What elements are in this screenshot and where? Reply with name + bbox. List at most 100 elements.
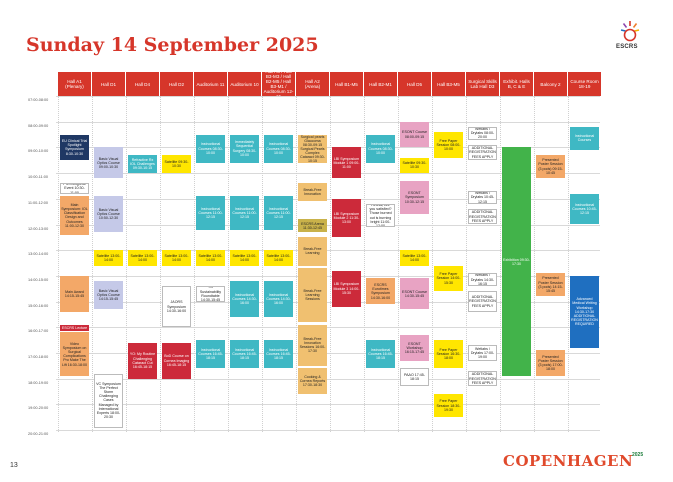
schedule-event[interactable]: Break-Free Learning Sessions [298, 268, 327, 323]
schedule-event[interactable]: ESCRS Lecture [60, 324, 89, 331]
schedule-event[interactable]: Instructional Courses 11:00-12:15 [196, 196, 225, 230]
schedule-event[interactable]: PAAO 17:45-18:15 [400, 368, 429, 387]
time-gridline [56, 378, 600, 380]
schedule-event[interactable]: Satellite 13:00-14:00 [400, 250, 429, 266]
schedule-event[interactable]: Instructional Courses 10:45-12:15 [570, 193, 599, 225]
schedule-event[interactable]: Satellite 13:00-14:00 [230, 250, 259, 266]
schedule-event[interactable]: ESCRS Arena 11:30-12:45 [298, 219, 327, 233]
time-gridline [56, 198, 600, 200]
column-header-b3m5: Hall B3-M5 [432, 72, 465, 96]
schedule-event[interactable]: ADDITIONAL REGISTRATION FEES APPLY [468, 370, 497, 387]
column-header-a3: Hall A3 / Hall B3-M3 / Hall B2-M5 / Hall… [262, 69, 295, 99]
schedule-event[interactable]: Video Symposium on Surgical Complication… [60, 332, 89, 377]
time-label: 20:00-21:00 [28, 432, 49, 437]
schedule-event[interactable]: YO Sustainability Roundtable 14:30-15:45 [196, 286, 225, 302]
schedule-event[interactable]: LBI Symposium Module 2 11:30-13:00 [332, 198, 361, 238]
schedule-event[interactable]: Satellite 13:00-14:00 [94, 250, 123, 266]
schedule-event[interactable]: Main Award 14:15-15:45 [60, 275, 89, 312]
schedule-event[interactable]: Free Paper Session 08:00-10:00 [434, 131, 463, 158]
schedule-event[interactable]: Free Paper Session 16:30-18:00 [434, 340, 463, 369]
schedule-event[interactable]: Basic Visual Optics Course 10:50-12:30 [94, 196, 123, 233]
schedule-event[interactable]: Instructional Courses 11:00-12:15 [230, 196, 259, 230]
schedule-event[interactable]: Pre-Congress Event 10:30-11:00 [60, 183, 89, 194]
column-divider [431, 96, 433, 432]
schedule-event[interactable]: Free Paper Session 14:00-15:30 [434, 265, 463, 292]
schedule-event[interactable]: LBI Symposium Module 1 09:00-11:00 [332, 147, 361, 179]
column-divider [567, 96, 569, 432]
time-gridline [56, 96, 600, 97]
column-header-d1: Hall D1 [92, 72, 125, 96]
schedule-event[interactable]: ESCRS Eurotimes Symposium 14:30-16:00 [366, 278, 395, 305]
schedule-event[interactable]: Main Symposium: IOL Classification Desig… [60, 196, 89, 235]
schedule-event[interactable]: Wetlabs / Drylabs 17:00-19:00 [468, 345, 497, 361]
schedule-event[interactable]: ESONT Symposium 10:30-12:15 [400, 180, 429, 215]
schedule-event[interactable]: Presented Poster Session (3 pods) 17:00-… [536, 350, 565, 377]
time-label: 14:00-15:00 [28, 277, 49, 282]
column-header-skills: Surgical Skills Lab Hall D3 [466, 72, 499, 96]
schedule-event[interactable]: LBI Symposium Module 3 14:00-15:30 [332, 270, 361, 307]
schedule-event[interactable]: BoD Course on Cornea Imaging 16:45-18:15 [162, 342, 191, 379]
schedule-event[interactable]: Satellite 13:00-14:00 [264, 250, 293, 266]
time-label: 16:00-17:00 [28, 329, 49, 334]
schedule-event[interactable]: Instructional Courses 14:30-16:00 [264, 281, 293, 317]
schedule-grid: Hall A1 (Plenary) Hall D1 Hall D4 Hall D2 Au… [28, 69, 601, 436]
schedule-event[interactable]: EU Clinical Trial Spotlight Symposium 8:… [60, 134, 89, 161]
schedule-event[interactable]: Refractive Rx IOL Challenges 09:30-10:15 [128, 155, 157, 174]
schedule-event[interactable]: Surgical Pearls Complex Cataract 09:30-1… [298, 147, 327, 163]
column-divider [125, 96, 127, 432]
schedule-event[interactable]: ESONT Workshop 16:15-17:45 [400, 335, 429, 361]
schedule-event[interactable]: Instructional Courses 08:30-10:00 [196, 134, 225, 163]
page-number: 13 [10, 462, 18, 469]
schedule-event[interactable]: Instructional Courses 16:45-18:15 [264, 340, 293, 369]
logo-text: ESCRS [616, 44, 638, 50]
schedule-event[interactable]: Instructional Courses 16:45-18:15 [196, 340, 225, 369]
schedule-event[interactable]: Wetlabs / Drylabs 14:30-16:15 [468, 273, 497, 287]
schedule-event[interactable]: JAORS Symposium 14:30-16:00 [162, 286, 191, 328]
schedule-event[interactable]: Surgical pearls Glaucoma 08:30-09:15 [298, 134, 327, 148]
schedule-event[interactable]: YO: My Routine Challenging Cataract Cut … [128, 342, 157, 379]
schedule-event[interactable]: Satellite 09:30-10:30 [162, 155, 191, 174]
schedule-event[interactable]: Break-Free Innovation Sessions 16:00-17:… [298, 324, 327, 366]
schedule-event[interactable]: ESONT Course 08:00-09:15 [400, 121, 429, 148]
schedule-event[interactable]: Presented Poster Session (3 pods) 14:15-… [536, 273, 565, 297]
schedule-event[interactable]: ADDITIONAL REGISTRATION FEES APPLY [468, 144, 497, 161]
schedule-event[interactable]: ESONT Course 14:30-15:45 [400, 278, 429, 310]
schedule-event[interactable]: Exhibition 09:30-17:30 [502, 147, 531, 377]
schedule-event[interactable]: Satellite 09:30-10:30 [400, 157, 429, 174]
schedule-event[interactable]: Instructional Courses 14:30-16:00 [230, 281, 259, 317]
time-gridline [56, 250, 600, 252]
schedule-event[interactable]: Wetlabs / Drylabs 08:00-20:00 [468, 126, 497, 140]
schedule-event[interactable]: Instructional Courses 11:00-12:15 [264, 196, 293, 230]
schedule-event[interactable]: Instructional Courses 16:45-18:15 [230, 340, 259, 369]
schedule-event[interactable]: Satellite 13:00-14:00 [128, 250, 157, 266]
schedule-event[interactable]: Break-Free Learning [298, 237, 327, 266]
column-divider [363, 96, 365, 432]
time-label: 15:00-16:00 [28, 303, 49, 308]
schedule-event[interactable]: Wetlabs / Drylabs 10:45-12:15 [468, 191, 497, 204]
column-divider [91, 96, 93, 432]
schedule-event[interactable]: Advanced Medical Writing Workshop 14:30-… [570, 275, 599, 348]
schedule-event[interactable]: Free Paper Session 18:30-19:30 [434, 394, 463, 418]
schedule-event[interactable]: Presented Poster Session (3 pods) 09:15-… [536, 155, 565, 179]
column-divider [295, 96, 297, 432]
schedule-event[interactable]: Break-Free Innovation [298, 183, 327, 202]
schedule-event[interactable]: Satellite 13:00-14:00 [196, 250, 225, 266]
schedule-event[interactable]: Instructional Courses 08:30-10:00 [366, 134, 395, 163]
schedule-event[interactable]: Instructional Courses 08:30-10:00 [264, 134, 293, 163]
schedule-event[interactable]: Immediately Sequential Surgery 08:30-10:… [230, 134, 259, 163]
schedule-event[interactable]: Retinal, Are you satisfied? Those burned… [366, 203, 395, 228]
schedule-event[interactable]: Instructional Courses [570, 126, 599, 150]
column-header-exhibit: Exhibit. Halls B, C & E [500, 72, 533, 96]
schedule-event[interactable]: Basic Visual Optics Course 09:00-10:30 [94, 147, 123, 179]
schedule-event[interactable]: Instructional Courses 16:45-18:15 [366, 340, 395, 369]
schedule-event[interactable]: Cooking & Cornea Reports 17:30-18:30 [298, 368, 327, 395]
time-label: 13:00-14:00 [28, 252, 49, 257]
schedule-event[interactable]: Satellite 13:00-14:00 [162, 250, 191, 266]
schedule-event[interactable]: VC Symposium The Perfect Storm Challengi… [94, 373, 123, 428]
time-gridline [56, 327, 600, 329]
column-divider [329, 96, 331, 432]
copenhagen-brand: COPENHAGEN [503, 452, 634, 470]
schedule-event[interactable]: Basic Visual Optics Course 14:15-15:45 [94, 281, 123, 310]
schedule-event[interactable]: ADDITIONAL REGISTRATION FEES APPLY [468, 291, 497, 312]
schedule-event[interactable]: ADDITIONAL REGISTRATION FEES APPLY [468, 209, 497, 225]
